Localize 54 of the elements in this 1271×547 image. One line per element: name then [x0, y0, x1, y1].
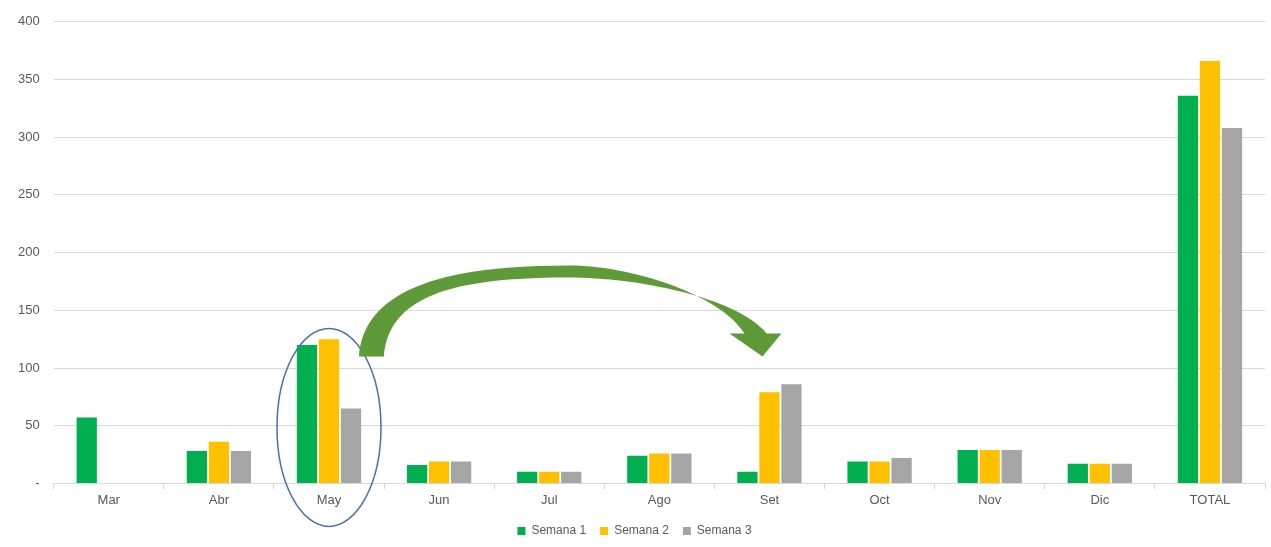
- bar: [561, 471, 582, 483]
- bar: [627, 455, 648, 483]
- bar: [979, 449, 1000, 483]
- bar: [186, 451, 207, 483]
- x-tick-label: Set: [759, 491, 780, 507]
- bar: [76, 417, 97, 483]
- bar: [539, 471, 560, 483]
- bar: [1067, 463, 1088, 483]
- bar: [737, 471, 758, 483]
- bar: [1001, 449, 1022, 483]
- bar: [671, 453, 692, 483]
- y-tick-label: 50: [25, 417, 40, 433]
- bar: [451, 461, 472, 483]
- legend-label: Semana 3: [696, 523, 752, 538]
- x-tick-label: TOTAL: [1189, 491, 1231, 507]
- x-tick-label: Nov: [978, 491, 1002, 507]
- bar: [957, 449, 978, 483]
- bar: [428, 461, 450, 483]
- bar: [781, 384, 802, 483]
- bar: [1177, 95, 1199, 483]
- bar: [649, 453, 670, 483]
- y-tick-label: 350: [17, 71, 40, 87]
- x-tick-label: Ago: [647, 491, 671, 507]
- bar: [869, 461, 890, 483]
- bar: [517, 471, 538, 483]
- bar: [1221, 127, 1243, 483]
- y-tick-label: 400: [17, 13, 40, 29]
- bar: [318, 339, 340, 483]
- bar: [230, 451, 252, 483]
- bar: [1199, 61, 1221, 483]
- x-tick-label: Oct: [869, 491, 891, 507]
- x-tick-label: Jun: [428, 491, 450, 507]
- y-tick-label: 300: [17, 128, 40, 144]
- x-tick-label: Jul: [540, 491, 558, 507]
- legend-label: Semana 1: [531, 523, 587, 538]
- y-tick-label: 200: [17, 244, 40, 260]
- x-tick-label: Dic: [1090, 491, 1110, 507]
- x-tick-label: May: [316, 491, 342, 507]
- bar: [759, 392, 780, 483]
- bar: [208, 441, 229, 483]
- bar: [847, 461, 868, 483]
- bar: [1089, 463, 1110, 483]
- bar: [1111, 463, 1132, 483]
- bar: [891, 458, 912, 483]
- legend-label: Semana 2: [614, 523, 670, 538]
- y-tick-label: 150: [17, 301, 40, 317]
- bar: [340, 408, 362, 483]
- x-tick-label: Abr: [208, 491, 230, 507]
- x-tick-label: Mar: [97, 491, 121, 507]
- y-tick-label: 250: [17, 186, 40, 202]
- y-tick-label: 100: [17, 359, 40, 375]
- bar: [296, 344, 318, 483]
- y-tick-label: -: [35, 474, 40, 490]
- bar: [406, 464, 428, 483]
